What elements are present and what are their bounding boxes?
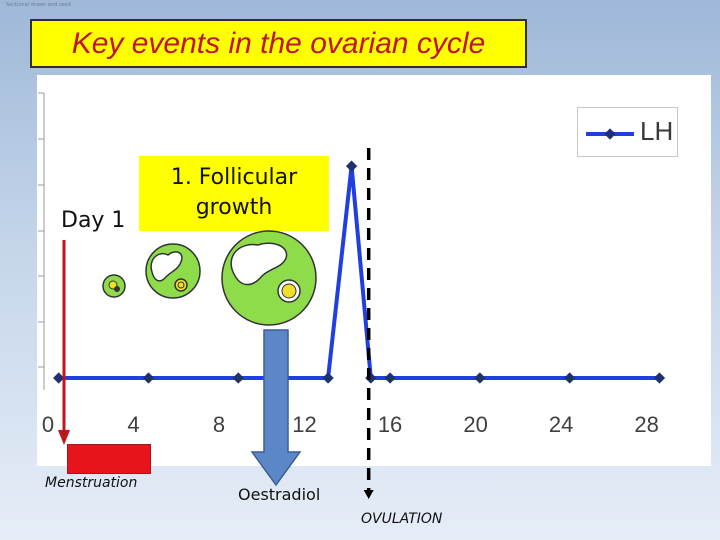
callout-line-2: growth [195,195,273,220]
chart-legend: LH [577,107,678,157]
lh-data-point [232,372,244,384]
day1-label: Day 1 [61,208,126,233]
x-tick-label: 20 [463,412,487,437]
lh-data-point [474,372,486,384]
lh-data-point [653,372,666,384]
x-tick-label: 24 [549,412,573,437]
lh-data-point [322,372,334,384]
menstruation-bar [67,444,151,474]
x-tick-label: 16 [378,412,402,437]
y-axis [38,92,45,390]
callout-line-1: 1. Follicular [170,165,298,190]
lh-data-point [365,372,377,384]
x-tick-label: 12 [292,412,316,437]
title-box: Key events in the ovarian cycle [30,19,527,68]
lh-series [53,160,666,384]
slide-title: Key events in the ovarian cycle [71,26,486,60]
legend-label-lh: LH [640,116,674,146]
x-tick-labels: 0 4 8 12 16 20 24 28 [42,412,659,437]
x-tick-label: 0 [42,412,54,437]
legend-line-icon [586,128,634,140]
x-tick-label: 8 [213,412,225,437]
ovulation-label: OVULATION [361,511,443,527]
lh-data-point [53,372,65,384]
lh-data-point [142,372,155,384]
lh-data-point [384,372,396,384]
oestradiol-label: Oestradiol [238,485,321,504]
lh-data-point [345,160,358,172]
x-tick-label: 4 [127,412,139,437]
header-caption: Sectional drawn and used [6,2,71,8]
x-tick-label: 28 [634,412,658,437]
lh-data-point [563,372,576,384]
lh-series-line [58,164,660,380]
follicular-growth-callout: 1. Follicular growth [139,156,329,231]
menstruation-label: Menstruation [45,475,138,491]
